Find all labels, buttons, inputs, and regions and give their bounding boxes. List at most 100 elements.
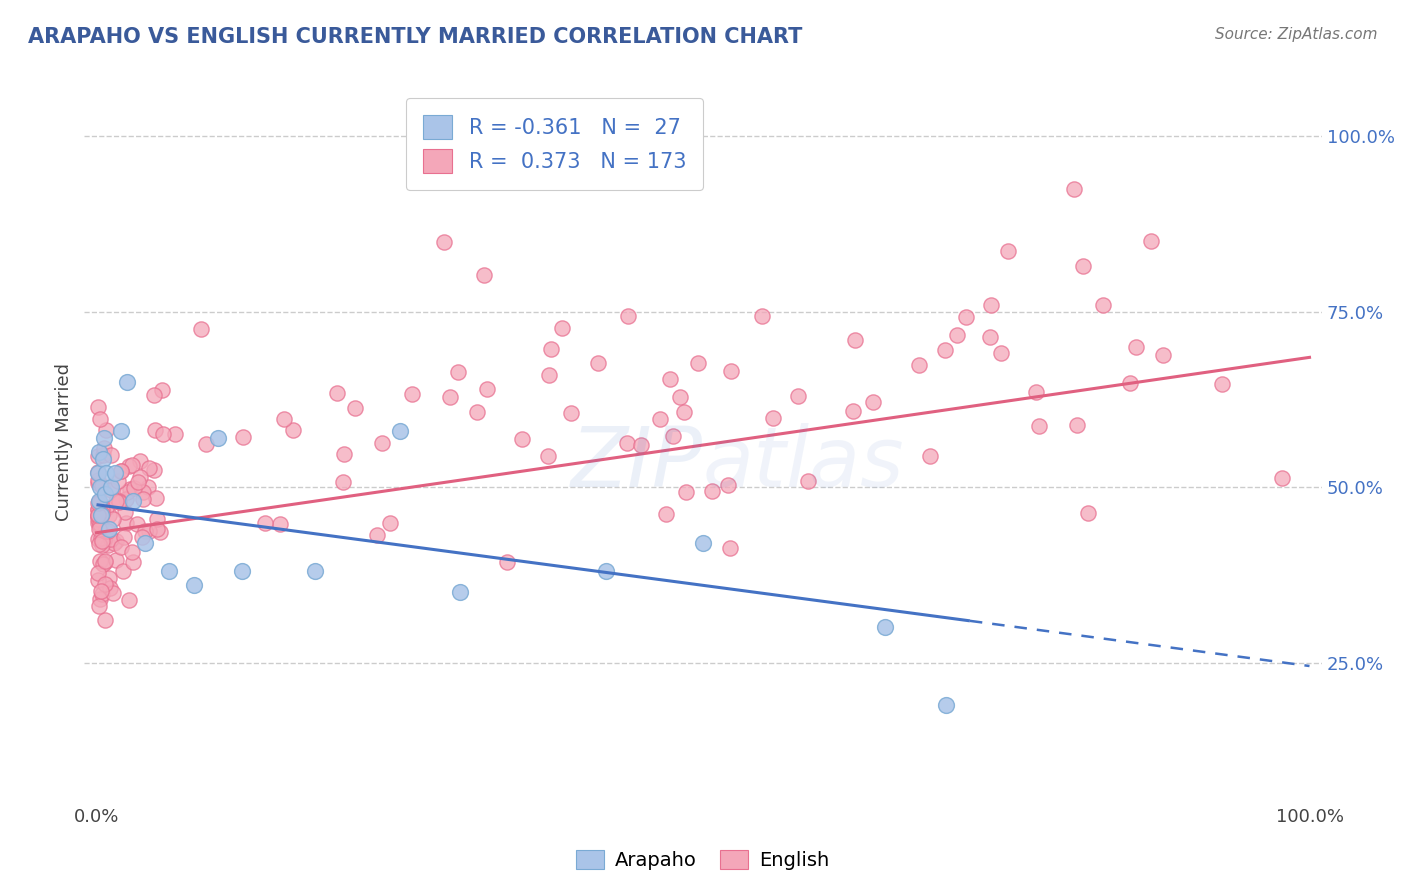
Point [93, 441, 115, 455]
Point [655, 508, 678, 522]
Legend: Arapaho, English: Arapaho, English [568, 842, 838, 878]
Point [446, 365, 468, 379]
Point [94, 556, 117, 570]
Point [673, 405, 696, 419]
Point [110, 424, 132, 438]
Point [91, 507, 114, 521]
Point [269, 516, 291, 531]
Point [550, 321, 572, 335]
Point [231, 564, 253, 578]
Point [1066, 418, 1088, 433]
Point [100, 483, 122, 497]
Point [477, 382, 499, 396]
Point [132, 492, 155, 507]
Point [87, 532, 110, 546]
Point [93, 577, 115, 591]
Point [93, 557, 115, 571]
Point [540, 343, 562, 357]
Point [630, 438, 652, 452]
Point [686, 356, 709, 370]
Point [89, 519, 111, 533]
Point [87, 445, 110, 459]
Point [762, 411, 785, 425]
Point [129, 470, 152, 484]
Point [700, 483, 723, 498]
Point [98, 582, 121, 596]
Point [91, 503, 114, 517]
Point [121, 544, 143, 558]
Point [87, 508, 110, 523]
Point [90, 531, 112, 545]
Text: atlas: atlas [703, 423, 904, 504]
Point [127, 475, 149, 490]
Point [105, 494, 128, 508]
Point [93, 431, 115, 445]
Point [91, 587, 114, 601]
Point [105, 533, 128, 548]
Point [97, 524, 120, 538]
Point [138, 524, 160, 539]
Point [97, 522, 120, 536]
Point [332, 475, 354, 489]
Point [717, 478, 740, 492]
Point [112, 564, 135, 578]
Point [94, 423, 117, 437]
Point [980, 298, 1002, 312]
Point [143, 424, 166, 438]
Point [89, 584, 111, 599]
Point [955, 310, 977, 325]
Point [661, 429, 683, 443]
Point [122, 494, 145, 508]
Point [91, 537, 114, 551]
Point [908, 358, 931, 372]
Point [117, 458, 139, 473]
Point [668, 390, 690, 404]
Point [439, 391, 461, 405]
Point [94, 524, 117, 538]
Point [87, 537, 110, 551]
Point [94, 554, 117, 568]
Point [132, 485, 155, 500]
Point [1139, 234, 1161, 248]
Point [107, 494, 129, 508]
Point [110, 464, 132, 478]
Point [675, 485, 697, 500]
Point [97, 571, 120, 585]
Point [659, 372, 682, 386]
Point [86, 566, 108, 581]
Point [87, 573, 110, 587]
Point [844, 334, 866, 348]
Point [142, 388, 165, 402]
Point [495, 555, 517, 569]
Point [127, 517, 149, 532]
Point [648, 412, 671, 426]
Point [90, 515, 112, 529]
Point [87, 473, 110, 487]
Point [588, 356, 610, 370]
Point [751, 309, 773, 323]
Point [107, 475, 129, 489]
Point [1025, 385, 1047, 400]
Point [145, 491, 167, 505]
Point [194, 437, 217, 451]
Point [94, 487, 117, 501]
Point [997, 244, 1019, 258]
Point [121, 458, 143, 472]
Point [103, 535, 125, 549]
Point [89, 591, 111, 606]
Point [86, 449, 108, 463]
Point [1119, 376, 1142, 391]
Point [152, 426, 174, 441]
Point [118, 592, 141, 607]
Point [146, 512, 169, 526]
Point [1092, 298, 1115, 312]
Point [332, 446, 354, 460]
Point [114, 516, 136, 530]
Point [465, 405, 488, 419]
Point [94, 501, 117, 516]
Point [89, 599, 111, 614]
Point [89, 412, 111, 426]
Point [595, 564, 617, 578]
Point [449, 585, 471, 599]
Point [273, 411, 295, 425]
